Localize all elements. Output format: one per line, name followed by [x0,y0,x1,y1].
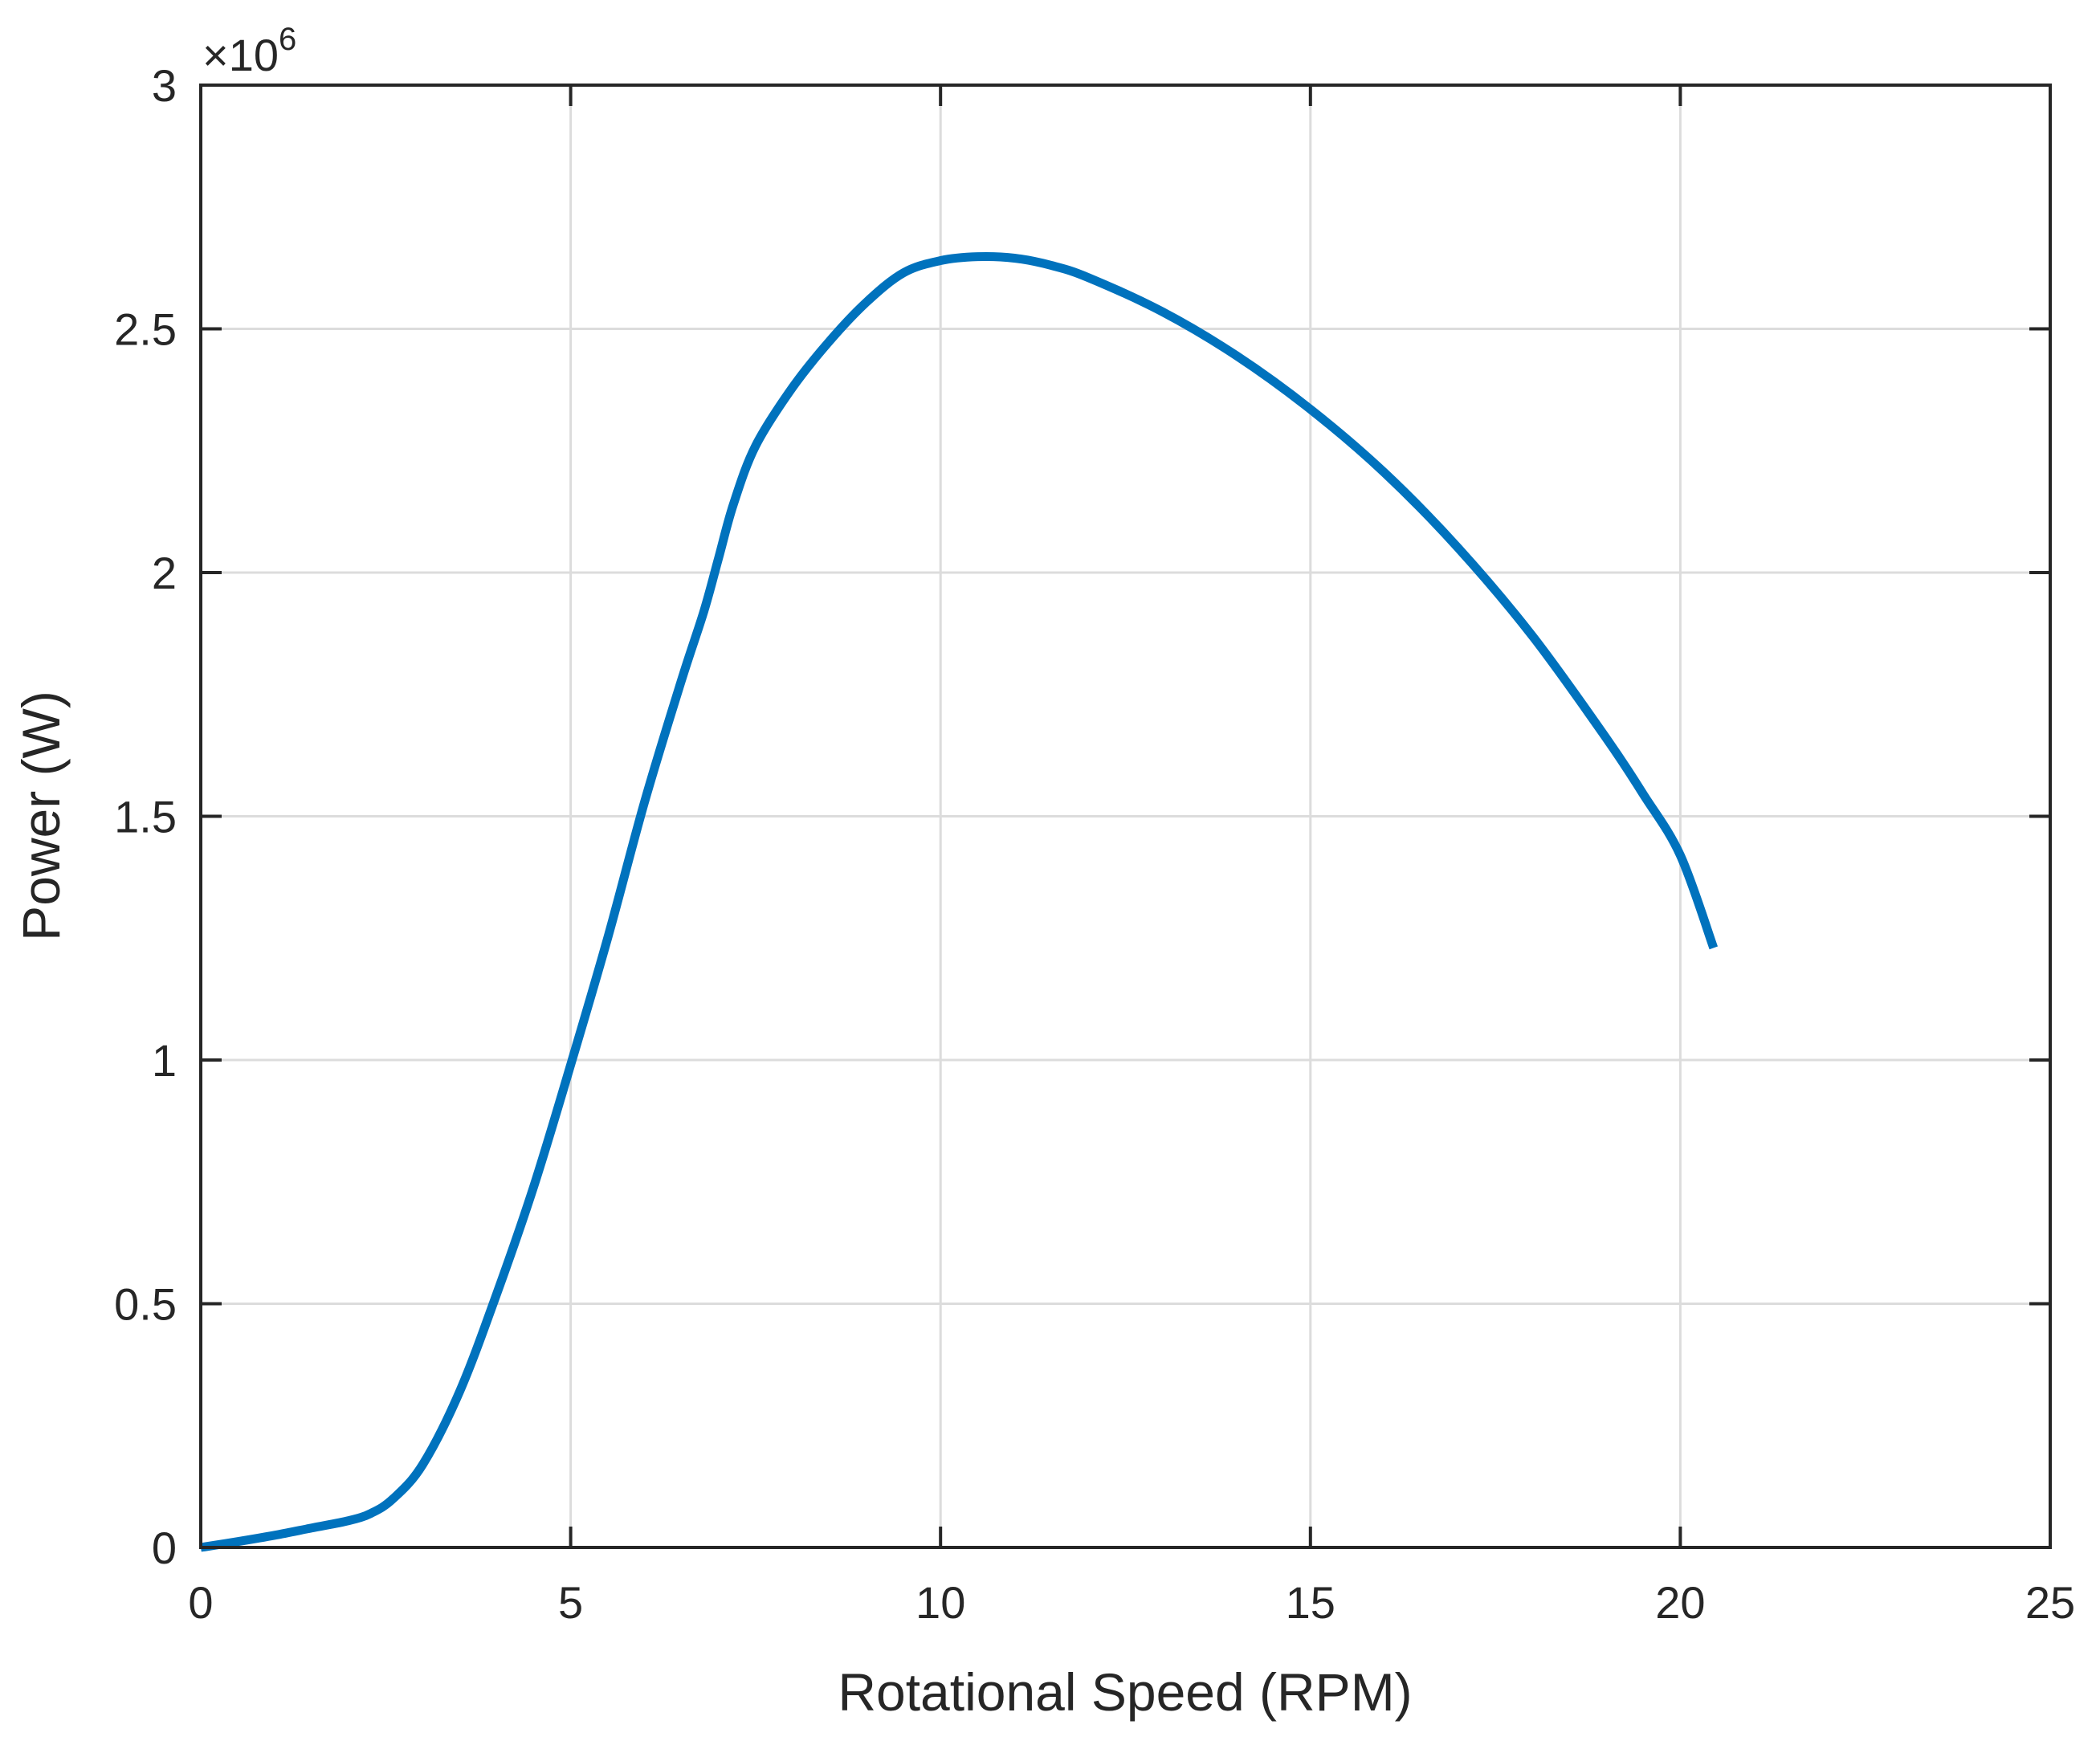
y-tick-label: 2.5 [114,304,177,355]
x-tick-label: 25 [2025,1577,2075,1628]
power-series-line [200,251,1719,1552]
x-tick-label: 20 [1655,1577,1705,1628]
grid-lines [201,85,2050,1547]
y-tick-label: 1.5 [114,792,177,842]
y-axis-label: Power (W) [11,691,71,941]
tick-marks [199,84,2052,1549]
x-tick-label: 5 [558,1577,583,1628]
y-tick-label: 0.5 [114,1279,177,1330]
tick-labels: 0 5 10 15 20 25 0 0.5 1 1.5 2 2.5 3 [114,60,2075,1628]
y-tick-label: 2 [152,548,177,598]
x-tick-label: 15 [1286,1577,1335,1628]
x-tick-label: 0 [188,1577,213,1628]
y-multiplier-exponent: 6 [279,22,296,57]
y-tick-label: 1 [152,1035,177,1086]
x-tick-label: 10 [915,1577,965,1628]
x-axis-label: Rotational Speed (RPM) [838,1662,1412,1722]
y-multiplier-label: ×106 [202,22,296,80]
y-tick-label: 3 [152,60,177,111]
y-tick-label: 0 [152,1523,177,1573]
series-layer [200,251,1719,1552]
